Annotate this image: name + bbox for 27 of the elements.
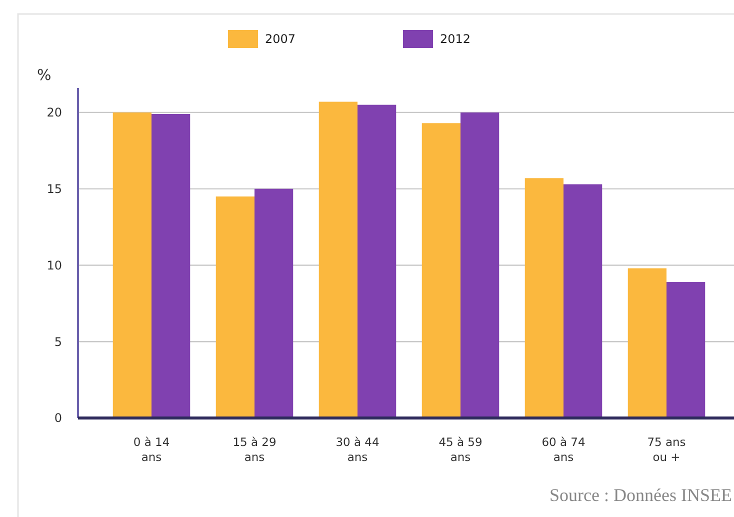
y-tick-label: 0	[54, 411, 62, 426]
bar	[460, 112, 500, 418]
bar	[422, 123, 460, 418]
bar	[216, 196, 254, 418]
x-tick-label: 75 ans ou +	[647, 435, 686, 464]
y-tick-label: 10	[46, 258, 62, 272]
legend-label: 2007	[265, 32, 296, 46]
bar	[112, 112, 152, 418]
x-tick-label: 15 à 29 ans	[232, 435, 276, 464]
y-tick-label: 15	[46, 182, 62, 196]
y-tick-label: 5	[54, 334, 62, 349]
bar	[318, 102, 358, 418]
x-tick-label: 0 à 14 ans	[133, 435, 170, 464]
x-tick-label: 30 à 44 ans	[336, 435, 380, 464]
bar	[358, 104, 396, 418]
x-tick-label: 45 à 59 ans	[438, 435, 482, 464]
x-tick-label: 60 à 74 ans	[542, 435, 586, 464]
bar	[524, 178, 564, 418]
bar	[628, 268, 666, 418]
bar	[254, 188, 294, 418]
bar	[152, 114, 190, 418]
bar	[666, 282, 706, 418]
legend-label: 2012	[440, 32, 471, 46]
y-axis-title: %	[37, 66, 52, 84]
source-note: Source : Données INSEE	[550, 485, 732, 505]
y-tick-label: 20	[46, 106, 62, 120]
bar	[564, 184, 602, 418]
